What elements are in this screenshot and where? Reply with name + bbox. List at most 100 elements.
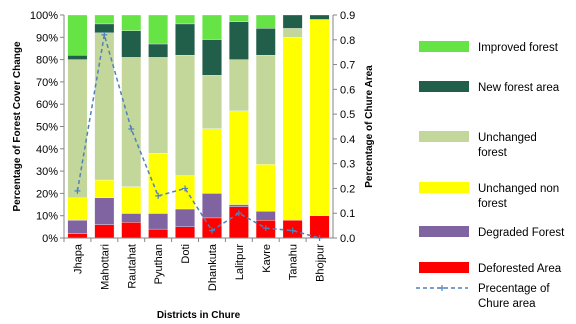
line-point-tanahu [289,227,296,234]
bar-new-forest-area-bhojpur [309,14,330,20]
x-tick-label-pyuthan: Pyuthan [153,244,165,284]
bar-new-forest-area-doti [175,23,195,56]
line-point-bhojpur [316,235,323,241]
line-point-jhapa [74,187,81,194]
bar-unchanged-forest-kavre [255,54,276,165]
legend-label: Deforested Area [478,263,562,275]
bar-unchanged-non-forest-mahottari [94,179,115,199]
bar-new-forest-area-mahottari [94,23,115,33]
bar-deforested-area-rautahat [121,222,142,239]
bar-unchanged-non-forest-rautahat [121,186,142,214]
x-tick-label-jhapa: Jhapa [72,243,84,274]
legend-item-new-forest-area: New forest area [419,81,560,94]
bar-unchanged-forest-jhapa [67,59,88,199]
bar-unchanged-non-forest-dhankuta [202,128,222,194]
y2-axis-title: Percentage of Chure Area [364,65,375,188]
y-tick-label: 50% [36,122,58,134]
legend-label: Precentage of [478,283,550,295]
y-tick-label: 70% [36,77,58,89]
bars-layer [67,14,330,239]
bar-unchanged-non-forest-bhojpur [309,19,330,216]
y2-tick-label: 0.6 [340,84,355,96]
bar-unchanged-forest-lalitpur [229,59,249,112]
line-point-pyuthan [155,192,162,199]
bar-improved-forest-doti [175,14,195,25]
legend-item-degraded-forest: Degraded Forest [419,226,565,239]
x-tick-label-dhankuta: Dhankuta [207,243,219,291]
bar-unchanged-non-forest-jhapa [67,197,88,221]
bar-new-forest-area-rautahat [121,30,142,58]
legend-label: forest [478,198,508,210]
x-tick-label-doti: Doti [180,244,192,264]
legend-label: Unchanged non [478,183,559,195]
bar-unchanged-non-forest-doti [175,175,195,210]
bar-degraded-forest-mahottari [94,197,115,225]
x-axis-title: Districts in Chure [157,310,241,321]
bar-unchanged-non-forest-pyuthan [148,153,168,214]
y-tick-label: 100% [30,10,58,22]
line-chure-area [76,34,320,239]
y2-tick-label: 0.5 [340,109,355,121]
line-point-rautahat [128,125,135,132]
bar-unchanged-non-forest-kavre [255,164,276,212]
bar-new-forest-area-kavre [255,28,276,56]
line-point-lalitpur [235,210,242,217]
x-tick-label-bhojpur: Bhojpur [315,244,327,282]
bar-improved-forest-rautahat [121,14,142,31]
bar-unchanged-forest-mahottari [94,32,115,181]
bar-improved-forest-pyuthan [148,14,168,45]
legend: Improved forest New forest area Unchanged f… [416,41,565,310]
line-point-kavre [262,225,269,232]
bar-new-forest-area-pyuthan [148,43,168,58]
legend-item-unchanged-non-forest: Unchanged non forest [419,182,559,210]
labels-layer: 0% 10% 20% 30% 40% 50% 60% 70% 80% 90% 100% 0.0 0.1 0… [12,10,375,321]
line-point-mahottari [101,31,108,38]
y-tick-label: 0% [42,233,58,245]
y-tick-label: 60% [36,99,58,111]
y2-tick-label: 0.9 [340,10,355,22]
bar-deforested-area-mahottari [94,224,115,239]
y-tick-label: 90% [36,32,58,44]
axes-layer [60,14,337,242]
bar-deforested-area-jhapa [67,233,88,239]
bar-deforested-area-pyuthan [148,228,168,239]
y-tick-label: 20% [36,188,58,200]
x-tick-label-rautahat: Rautahat [126,244,138,289]
bar-unchanged-forest-tanahu [282,28,303,38]
bar-degraded-forest-lalitpur [229,204,249,207]
bar-new-forest-area-dhankuta [202,39,222,76]
legend-item-deforested-area: Deforested Area [419,262,562,275]
y-tick-label: 10% [36,211,58,223]
bar-new-forest-area-jhapa [67,54,88,60]
bar-unchanged-forest-dhankuta [202,75,222,129]
y-tick-label: 30% [36,166,58,178]
bar-degraded-forest-jhapa [67,220,88,234]
line-point-doti [182,185,189,192]
legend-item-unchanged-forest: Unchanged forest [419,131,537,159]
bar-new-forest-area-lalitpur [229,21,249,60]
y2-tick-label: 0.3 [340,159,355,171]
bar-degraded-forest-pyuthan [148,213,168,230]
y2-tick-label: 0.4 [340,134,355,146]
legend-label: Chure area [478,298,536,310]
y-tick-label: 80% [36,55,58,67]
line-point-dhankuta [208,227,215,234]
bar-unchanged-forest-doti [175,54,195,176]
legend-label: forest [478,147,508,159]
y2-tick-label: 0.2 [340,183,355,195]
y2-tick-label: 0.8 [340,35,355,47]
y2-tick-label: 0.0 [340,233,355,245]
bar-improved-forest-mahottari [94,14,115,25]
y-tick-label: 40% [36,144,58,156]
x-tick-label-mahottari: Mahottari [99,244,111,290]
y2-tick-label: 0.1 [340,208,355,220]
bar-new-forest-area-tanahu [282,14,303,29]
bar-degraded-forest-rautahat [121,213,142,223]
bar-improved-forest-lalitpur [229,14,249,22]
y-axis-title: Percentage of Forest Cover Change [12,41,23,211]
bar-improved-forest-dhankuta [202,14,222,40]
bar-deforested-area-bhojpur [309,215,330,239]
legend-label: Degraded Forest [478,227,565,239]
legend-label: Unchanged [478,132,537,144]
